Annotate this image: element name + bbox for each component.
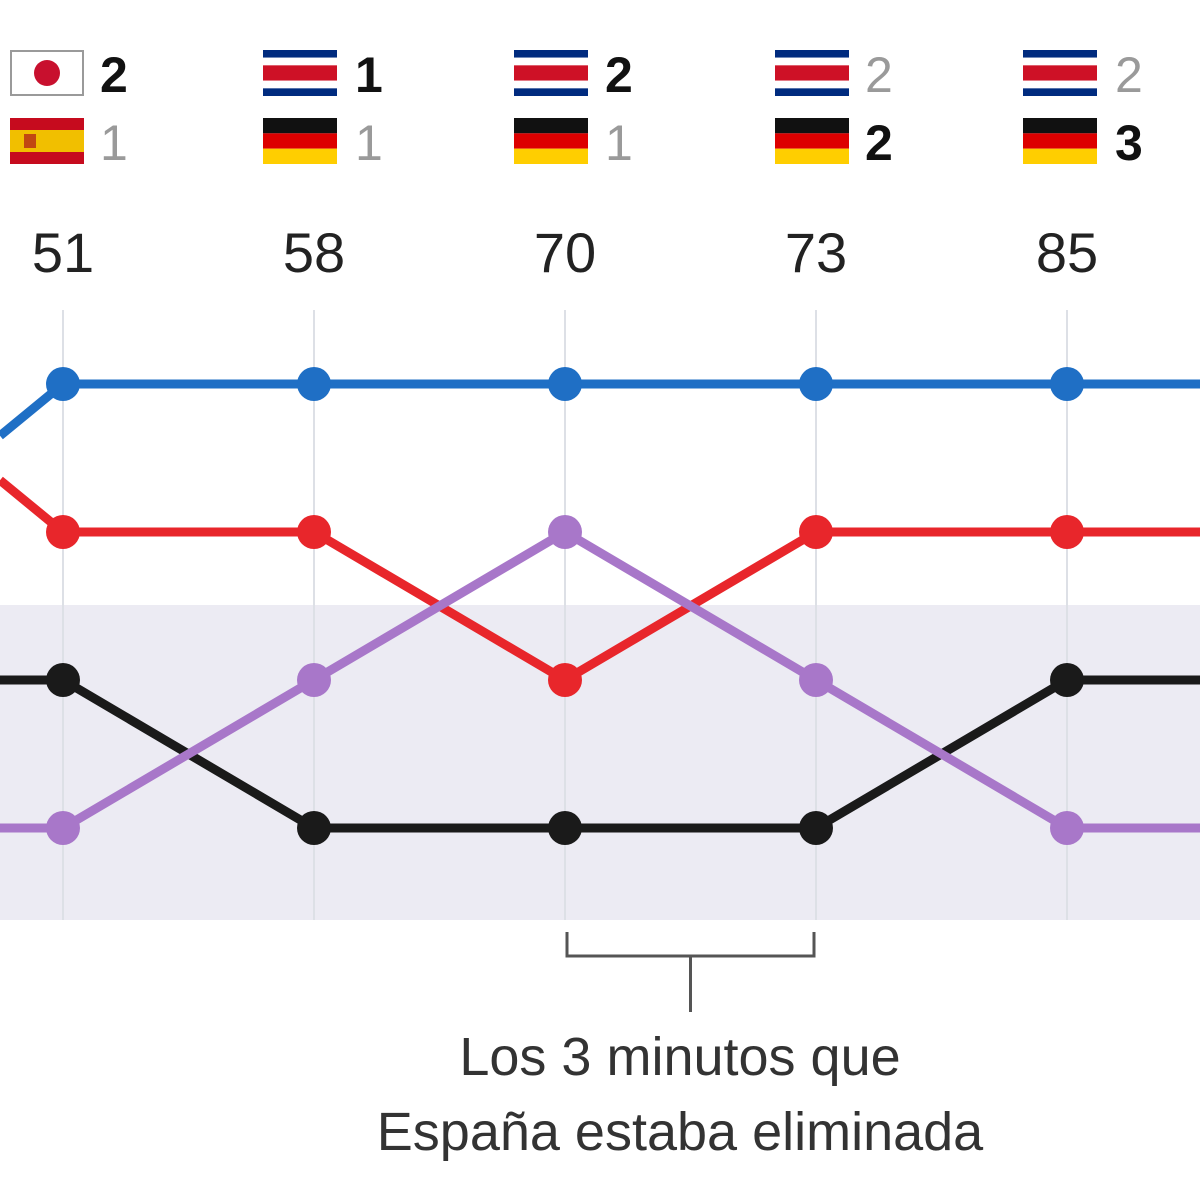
scoreboard-70: 21 [514, 47, 633, 171]
flag-stripe-blue-top [514, 50, 588, 58]
flag-stripe-white-top [263, 57, 337, 66]
flag-stripe-blue-top [263, 50, 337, 58]
flag-stripe-white-bottom [514, 80, 588, 89]
flag-stripe-white-top [775, 57, 849, 66]
point-blue-58 [297, 367, 331, 401]
score-top-58: 1 [355, 47, 383, 103]
point-purple-73 [799, 663, 833, 697]
flag-stripe-red [775, 65, 849, 81]
point-black-70 [548, 811, 582, 845]
series-points [46, 367, 1084, 845]
annotation-line-2: España estaba eliminada [377, 1102, 984, 1162]
point-purple-58 [297, 663, 331, 697]
flag-stripe-black [775, 118, 849, 134]
scoreboard-73: 22 [775, 47, 893, 171]
flag-stripe-yellow [10, 130, 84, 152]
score-top-51: 2 [100, 47, 128, 103]
minute-label-51: 51 [32, 221, 94, 284]
flag-stripe-blue-bottom [775, 88, 849, 96]
flag-stripe-red [1023, 133, 1097, 149]
point-red-70 [548, 663, 582, 697]
flag-stripe-red [263, 133, 337, 149]
point-red-73 [799, 515, 833, 549]
flag-stripe-red [514, 133, 588, 149]
flag-stripe-red [263, 65, 337, 81]
flag-stripe-white-top [1023, 57, 1097, 66]
point-purple-51 [46, 811, 80, 845]
point-black-58 [297, 811, 331, 845]
flag-stripe-white-bottom [1023, 80, 1097, 89]
flag-coat-of-arms [24, 134, 36, 148]
score-top-85: 2 [1115, 47, 1143, 103]
costa-rica-flag-icon [263, 50, 337, 96]
costa-rica-flag-icon [1023, 50, 1097, 96]
point-blue-73 [799, 367, 833, 401]
germany-flag-icon [1023, 118, 1097, 164]
flag-stripe-gold [1023, 148, 1097, 164]
costa-rica-flag-icon [514, 50, 588, 96]
score-bottom-58: 1 [355, 115, 383, 171]
point-red-85 [1050, 515, 1084, 549]
score-bottom-51: 1 [100, 115, 128, 171]
flag-stripe-red-top [10, 118, 84, 130]
flag-stripe-blue-top [1023, 50, 1097, 58]
score-top-70: 2 [605, 47, 633, 103]
point-red-58 [297, 515, 331, 549]
flag-stripe-red [1023, 65, 1097, 81]
minute-label-70: 70 [534, 221, 596, 284]
flag-stripe-blue-bottom [263, 88, 337, 96]
point-blue-70 [548, 367, 582, 401]
germany-flag-icon [514, 118, 588, 164]
score-bottom-70: 1 [605, 115, 633, 171]
minute-label-73: 73 [785, 221, 847, 284]
scoreboard-58: 11 [263, 47, 383, 171]
point-purple-70 [548, 515, 582, 549]
scoreboard-51: 21 [10, 47, 128, 171]
flag-stripe-red [514, 65, 588, 81]
flag-stripe-black [514, 118, 588, 134]
japan-flag-icon [10, 50, 84, 96]
score-bottom-85: 3 [1115, 115, 1143, 171]
series-line-blue [0, 379, 1200, 440]
flag-sun [34, 60, 60, 86]
minute-labels: 51 58 70 73 85 [32, 221, 1098, 284]
germany-flag-icon [263, 118, 337, 164]
flag-stripe-black [263, 118, 337, 134]
score-bottom-73: 2 [865, 115, 893, 171]
annotation: Los 3 minutos que España estaba eliminad… [377, 932, 984, 1162]
point-blue-51 [46, 367, 80, 401]
spain-flag-icon [10, 118, 84, 164]
costa-rica-flag-icon [775, 50, 849, 96]
flag-stripe-red [775, 133, 849, 149]
germany-flag-icon [775, 118, 849, 164]
flag-stripe-gold [775, 148, 849, 164]
minute-label-85: 85 [1036, 221, 1098, 284]
point-black-51 [46, 663, 80, 697]
scoreboard-85: 23 [1023, 47, 1143, 171]
flag-stripe-red-bottom [10, 152, 84, 164]
point-black-85 [1050, 663, 1084, 697]
flag-stripe-blue-top [775, 50, 849, 58]
score-top-73: 2 [865, 47, 893, 103]
flag-stripe-white-bottom [775, 80, 849, 89]
flag-stripe-blue-bottom [514, 88, 588, 96]
point-red-51 [46, 515, 80, 549]
minute-label-58: 58 [283, 221, 345, 284]
flag-stripe-white-bottom [263, 80, 337, 89]
flag-stripe-blue-bottom [1023, 88, 1097, 96]
flag-stripe-white-top [514, 57, 588, 66]
flag-stripe-gold [514, 148, 588, 164]
point-black-73 [799, 811, 833, 845]
flag-stripe-black [1023, 118, 1097, 134]
point-blue-85 [1050, 367, 1084, 401]
point-purple-85 [1050, 811, 1084, 845]
annotation-line-1: Los 3 minutos que [459, 1027, 900, 1087]
flag-stripe-gold [263, 148, 337, 164]
annotation-bracket [565, 932, 816, 1012]
